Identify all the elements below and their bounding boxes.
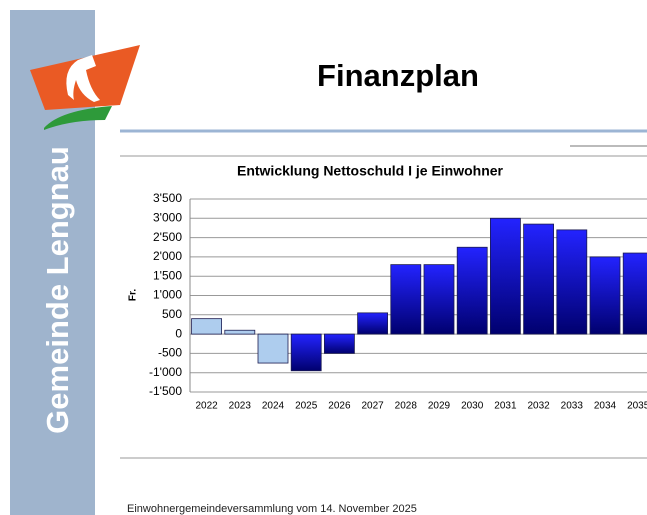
x-tick-label: 2034 bbox=[594, 401, 617, 412]
x-tick-label: 2023 bbox=[229, 401, 252, 412]
x-tick-label: 2022 bbox=[195, 401, 218, 412]
slide-title: Finanzplan bbox=[317, 58, 479, 93]
y-tick-label: -1'000 bbox=[149, 365, 182, 379]
x-tick-label: 2026 bbox=[328, 401, 351, 412]
y-tick-label: -500 bbox=[158, 346, 182, 360]
bar bbox=[622, 252, 647, 335]
bar bbox=[390, 264, 422, 335]
x-tick-label: 2024 bbox=[262, 401, 285, 412]
y-tick-label: -1'500 bbox=[149, 384, 182, 398]
bar bbox=[523, 223, 554, 335]
bar bbox=[456, 246, 488, 335]
y-tick-label: 0 bbox=[175, 326, 182, 340]
y-tick-label: 2'000 bbox=[153, 249, 182, 263]
x-tick-label: 2035 bbox=[627, 401, 647, 412]
x-tick-label: 2028 bbox=[395, 401, 418, 412]
x-tick-label: 2032 bbox=[527, 401, 550, 412]
x-tick-label: 2033 bbox=[561, 401, 584, 412]
y-tick-label: 1'500 bbox=[153, 268, 182, 282]
bar bbox=[423, 264, 455, 335]
bar bbox=[489, 217, 521, 335]
x-tick-label: 2027 bbox=[361, 401, 384, 412]
bar bbox=[323, 333, 355, 354]
x-tick-label: 2030 bbox=[461, 401, 484, 412]
y-axis-label: Fr. bbox=[128, 289, 139, 301]
logo bbox=[30, 45, 140, 130]
y-tick-label: 3'500 bbox=[153, 191, 182, 205]
plot: -1'500 -1'000 -500 0 500 1'000 1'500 2'000 2'500… bbox=[149, 191, 647, 412]
chart-title: Entwicklung Nettoschuld I je Einwohner bbox=[237, 163, 504, 179]
y-tick-label: 2'500 bbox=[153, 230, 182, 244]
bar bbox=[556, 229, 588, 335]
bar bbox=[589, 256, 621, 335]
x-tick-label: 2029 bbox=[428, 401, 451, 412]
sidebar-text: Gemeinde Lengnau bbox=[40, 146, 75, 434]
y-tick-label: 3'000 bbox=[153, 210, 182, 224]
x-tick-label: 2025 bbox=[295, 401, 318, 412]
bar bbox=[257, 333, 289, 364]
y-tick-label: 1'000 bbox=[153, 288, 182, 302]
bar bbox=[357, 312, 389, 335]
bar bbox=[191, 318, 223, 335]
bar bbox=[224, 329, 256, 335]
x-tick-label: 2031 bbox=[494, 401, 517, 412]
bar bbox=[290, 333, 322, 372]
footer: Einwohnergemeindeversammlung vom 14. Nov… bbox=[127, 503, 417, 515]
y-tick-label: 500 bbox=[162, 307, 182, 321]
